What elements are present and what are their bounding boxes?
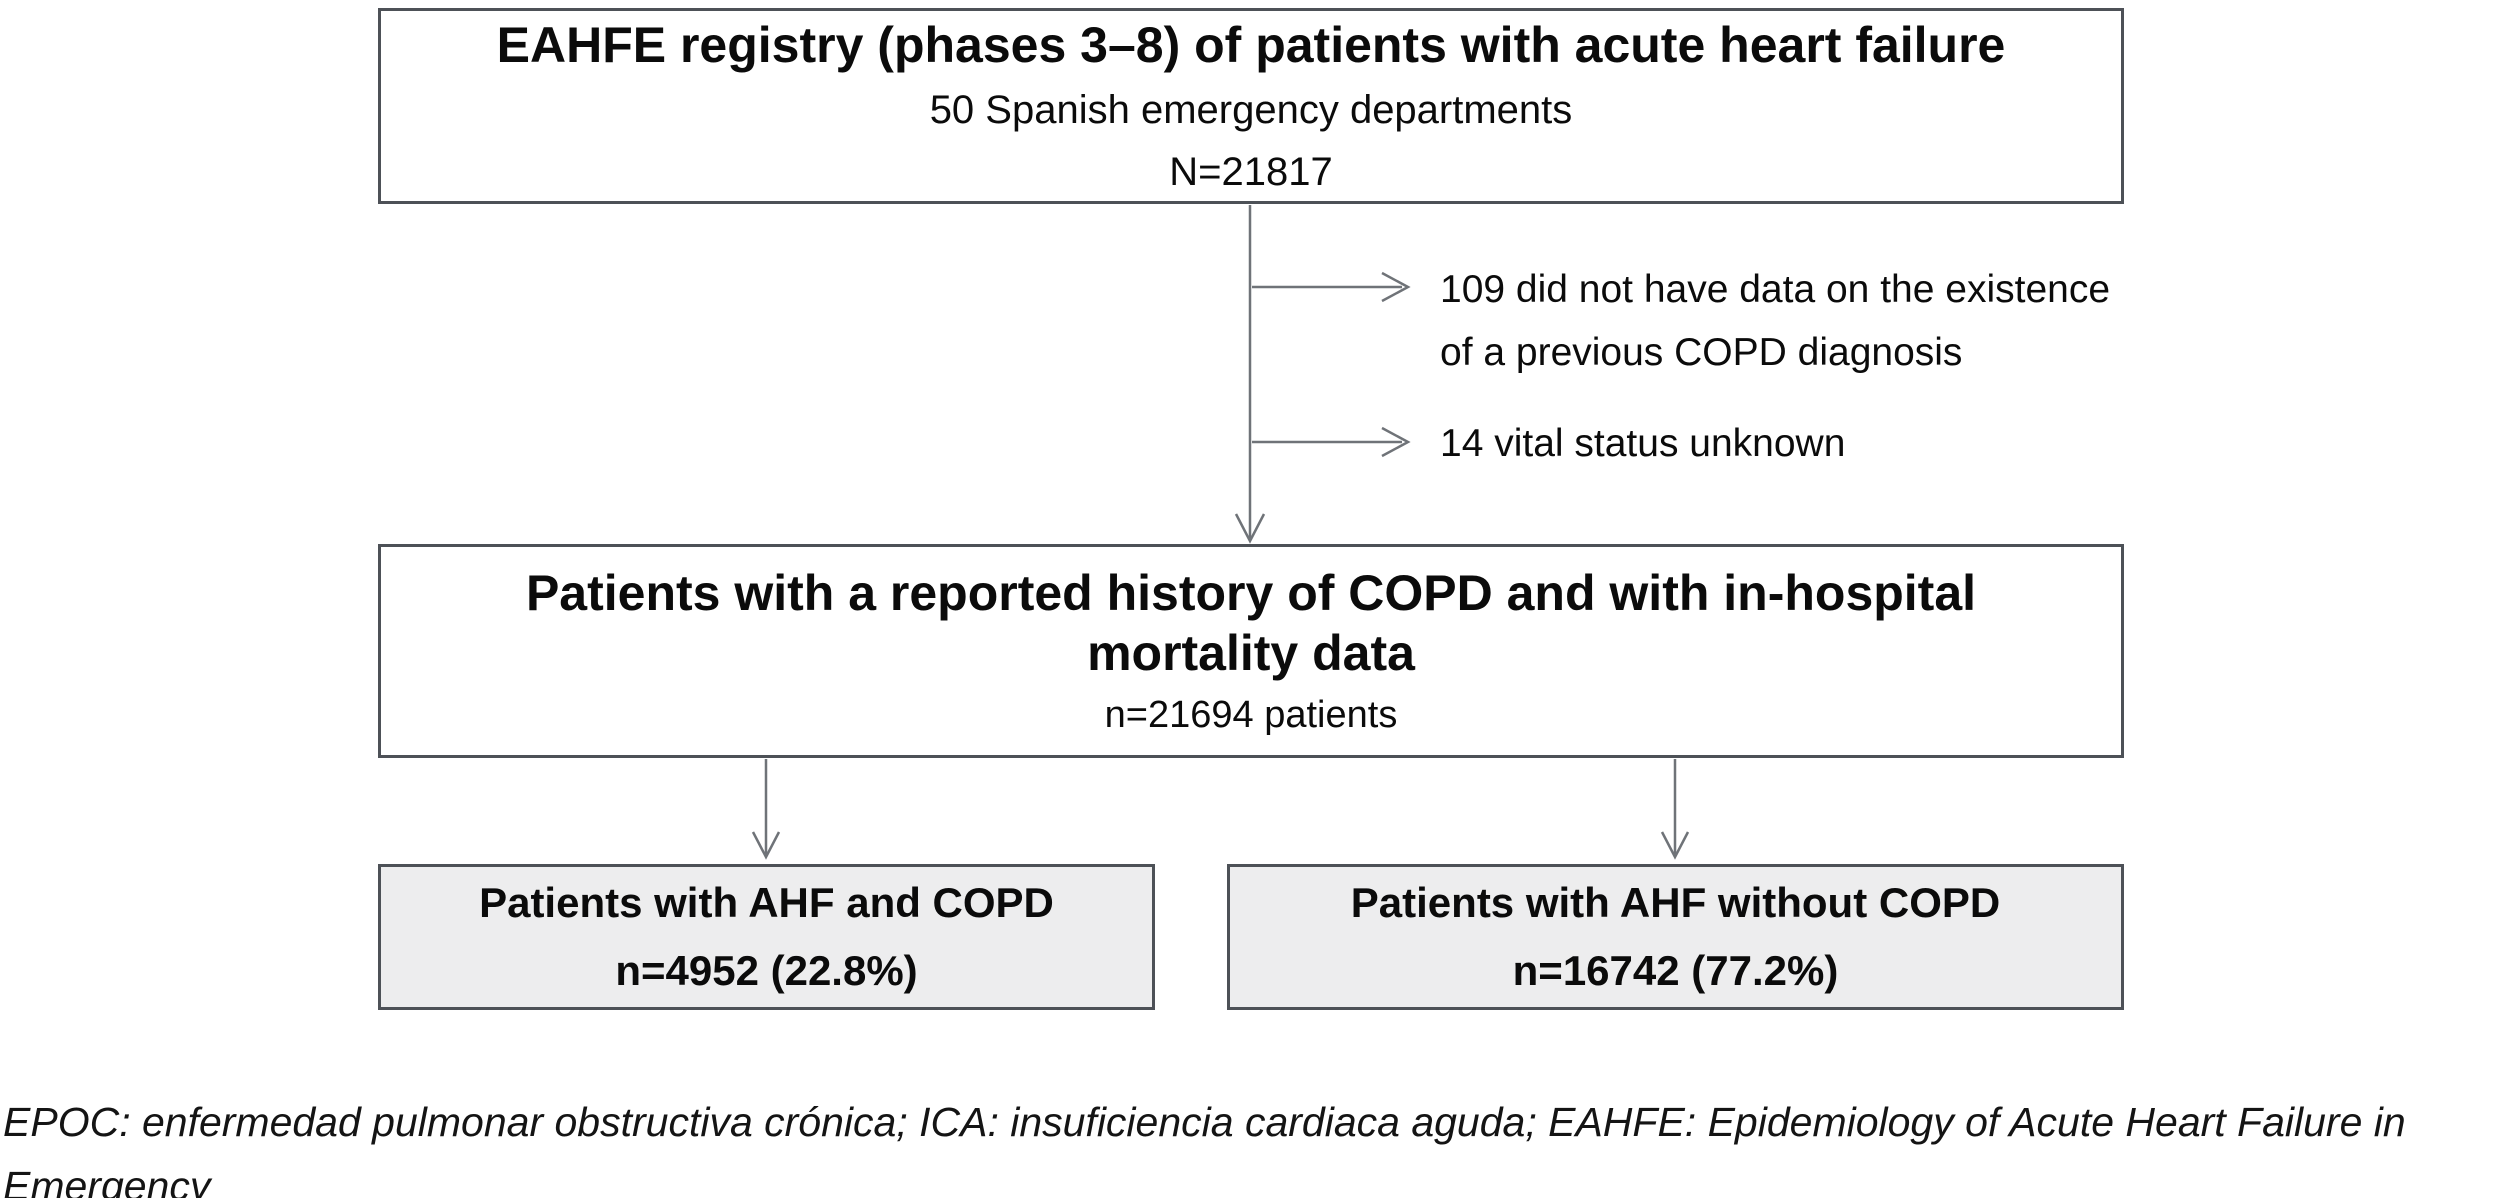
exclusion-note-line: of a previous COPD diagnosis xyxy=(1440,331,1963,374)
abbreviations-footnote: EPOC: enfermedad pulmonar obstructiva cr… xyxy=(3,1090,2507,1198)
included-patients-title-line1: Patients with a reported history of COPD… xyxy=(525,565,1977,621)
arrow-exclusion-1 xyxy=(1252,271,1411,303)
footnote-line: EPOC: enfermedad pulmonar obstructiva cr… xyxy=(3,1099,2406,1198)
ahf-without-copd-count: n=16742 (77.2%) xyxy=(1512,947,1839,994)
exclusion-note-copd-data: 109 did not have data on the existence o… xyxy=(1440,258,2110,384)
exclusion-note-vital-status: 14 vital status unknown xyxy=(1440,412,1845,475)
included-patients-box: Patients with a reported history of COPD… xyxy=(378,544,2124,758)
included-patients-title-line2: mortality data xyxy=(1087,625,1415,681)
ahf-with-copd-box: Patients with AHF and COPD n=4952 (22.8%… xyxy=(378,864,1155,1010)
arrow-middle-to-bottom-left xyxy=(751,759,781,860)
exclusion-note-line: 14 vital status unknown xyxy=(1440,422,1846,465)
ahf-with-copd-title: Patients with AHF and COPD xyxy=(479,879,1054,926)
included-patients-count: n=21694 patients xyxy=(1104,694,1398,736)
ahf-without-copd-title: Patients with AHF without COPD xyxy=(1350,879,2001,926)
arrow-middle-to-bottom-right xyxy=(1660,759,1690,860)
exclusion-note-line: 109 did not have data on the existence xyxy=(1440,268,2111,311)
registry-box: EAHFE registry (phases 3–8) of patients … xyxy=(378,8,2124,204)
arrow-top-to-middle xyxy=(1234,205,1266,544)
ahf-without-copd-box: Patients with AHF without COPD n=16742 (… xyxy=(1227,864,2124,1010)
registry-title: EAHFE registry (phases 3–8) of patients … xyxy=(496,17,2006,73)
registry-count: N=21817 xyxy=(1169,150,1333,194)
ahf-with-copd-count: n=4952 (22.8%) xyxy=(615,947,918,994)
registry-subtitle: 50 Spanish emergency departments xyxy=(929,88,1573,132)
arrow-exclusion-2 xyxy=(1252,426,1411,458)
